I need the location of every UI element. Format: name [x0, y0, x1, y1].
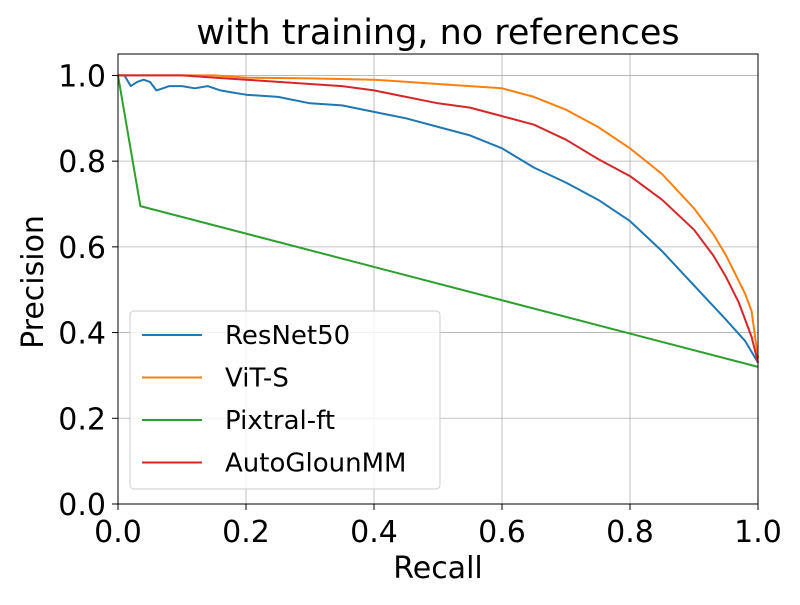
- x-tick-label: 0.0: [94, 515, 142, 550]
- plot-frame: [117, 53, 759, 505]
- series-line-resnet50: [118, 74, 759, 364]
- legend-label: ViT-S: [225, 364, 289, 394]
- series-line-pixtral-ft: [117, 75, 759, 368]
- legend-box: [129, 310, 441, 490]
- legend: ResNet50 ViT-S Pixtral-ft AutoGlounMM: [129, 310, 441, 490]
- axis-ticks: 0.0 0.2 0.4 0.6 0.8 1.0 0.0 0.2 0.4 0.6 0.8 1.0: [58, 59, 782, 550]
- series-line-vit-s: [118, 74, 759, 359]
- x-tick-label: 1.0: [734, 515, 782, 550]
- x-tick-label: 0.2: [222, 515, 270, 550]
- series-line-autoglounmm: [118, 74, 759, 363]
- x-tick-label: 0.6: [478, 515, 526, 550]
- legend-label: Pixtral-ft: [225, 406, 335, 436]
- y-tick-label: 0.6: [58, 231, 106, 266]
- y-tick-label: 0.2: [58, 402, 106, 437]
- x-axis-label: Recall: [393, 551, 483, 586]
- x-tick-label: 0.8: [606, 515, 654, 550]
- y-axis-label: Precision: [16, 215, 51, 349]
- legend-label: ResNet50: [225, 321, 350, 351]
- x-tick-label: 0.4: [350, 515, 398, 550]
- y-tick-label: 0.8: [58, 145, 106, 180]
- legend-label: AutoGlounMM: [225, 449, 406, 479]
- chart-title: with training, no references: [196, 13, 679, 53]
- y-tick-label: 1.0: [58, 59, 106, 94]
- y-tick-label: 0.0: [58, 488, 106, 523]
- y-tick-label: 0.4: [58, 317, 106, 352]
- series-lines: [117, 74, 759, 368]
